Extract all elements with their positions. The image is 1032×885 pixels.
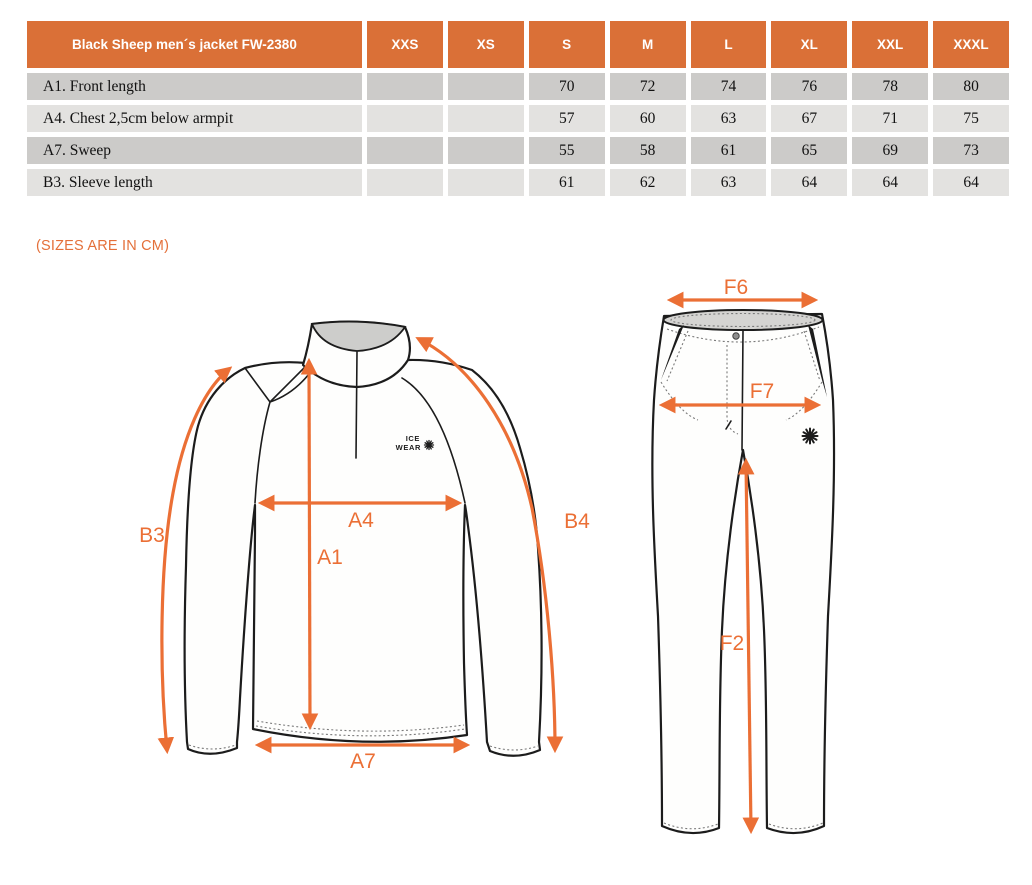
cell: 64 <box>852 169 929 196</box>
table-row: B3. Sleeve length 61 62 63 64 64 64 <box>27 169 1009 196</box>
pants-pocket-stitch <box>666 330 821 382</box>
jacket-shoulder-seam-left <box>244 365 307 403</box>
jacket-collar-top <box>310 320 407 352</box>
size-table-header-row: Black Sheep men´s jacket FW-2380 XXS XS … <box>27 21 1009 68</box>
col-header-xxl: XXL <box>852 21 929 68</box>
label-f7: F7 <box>750 380 775 403</box>
table-row: A1. Front length 70 72 74 76 78 80 <box>27 73 1009 100</box>
jacket-logo-line2: WEAR <box>396 443 421 452</box>
table-title: Black Sheep men´s jacket FW-2380 <box>27 21 362 68</box>
cell: 80 <box>933 73 1009 100</box>
pants-fly-stitch <box>726 345 739 435</box>
cell: 75 <box>933 105 1009 132</box>
label-a1: A1 <box>317 546 343 569</box>
cell <box>447 137 524 164</box>
cell <box>447 105 524 132</box>
col-header-s: S <box>528 21 605 68</box>
cell: 73 <box>933 137 1009 164</box>
cell: 78 <box>852 73 929 100</box>
jacket-raglan-seam-left <box>254 373 310 504</box>
cell: 74 <box>690 73 767 100</box>
cell: 65 <box>771 137 848 164</box>
cell: 60 <box>609 105 686 132</box>
cell <box>367 137 443 164</box>
pants-body-outline <box>651 312 836 835</box>
row-label: A4. Chest 2,5cm below armpit <box>27 105 362 132</box>
cell: 57 <box>528 105 605 132</box>
cell: 61 <box>528 169 605 196</box>
pants-waistband-stitch <box>666 326 820 343</box>
cell: 63 <box>690 169 767 196</box>
cell: 67 <box>771 105 848 132</box>
cell: 64 <box>771 169 848 196</box>
arrow-f2 <box>737 457 760 835</box>
col-header-xxs: XXS <box>367 21 443 68</box>
label-f6: F6 <box>724 278 749 299</box>
cell: 71 <box>852 105 929 132</box>
col-header-xxxl: XXXL <box>933 21 1009 68</box>
cell: 55 <box>528 137 605 164</box>
cell <box>367 73 443 100</box>
label-a4: A4 <box>348 509 374 532</box>
row-label: B3. Sleeve length <box>27 169 362 196</box>
label-b3: B3 <box>139 524 165 547</box>
jacket-hem-stitch <box>255 720 466 737</box>
cell: 63 <box>690 105 767 132</box>
col-header-xs: XS <box>447 21 524 68</box>
col-header-xl: XL <box>771 21 848 68</box>
arrow-b3 <box>157 366 233 755</box>
label-b4: B4 <box>564 510 590 533</box>
arrow-b4 <box>415 337 564 754</box>
row-label: A7. Sweep <box>27 137 362 164</box>
jacket-logo-line1: ICE <box>406 434 420 443</box>
row-label: A1. Front length <box>27 73 362 100</box>
cell: 70 <box>528 73 605 100</box>
cell: 76 <box>771 73 848 100</box>
cell: 61 <box>690 137 767 164</box>
col-header-m: M <box>609 21 686 68</box>
pants-diagram: F6 F7 F2 <box>651 278 836 835</box>
cell <box>367 169 443 196</box>
col-header-l: L <box>690 21 767 68</box>
sizes-unit-note: (SIZES ARE IN CM) <box>36 238 170 254</box>
table-row: A4. Chest 2,5cm below armpit 57 60 63 67… <box>27 105 1009 132</box>
cell <box>447 73 524 100</box>
pants-hem-stitch <box>663 822 824 830</box>
pants-fly-seam <box>741 330 744 451</box>
pants-logo-snowflake-icon <box>801 427 819 445</box>
table-row: A7. Sweep 55 58 61 65 69 73 <box>27 137 1009 164</box>
size-table: Black Sheep men´s jacket FW-2380 XXS XS … <box>22 16 1014 201</box>
pants-waist-opening <box>662 309 824 331</box>
cell: 64 <box>933 169 1009 196</box>
cell: 69 <box>852 137 929 164</box>
label-f2: F2 <box>720 632 745 655</box>
pants-fly-notch <box>725 420 732 430</box>
cell: 72 <box>609 73 686 100</box>
pants-waist-stitch <box>670 312 816 328</box>
cell: 58 <box>609 137 686 164</box>
pants-button <box>732 332 740 340</box>
cell: 62 <box>609 169 686 196</box>
cell <box>447 169 524 196</box>
jacket-body-outline <box>183 358 543 757</box>
cell <box>367 105 443 132</box>
label-a7: A7 <box>350 750 376 773</box>
jacket-diagram: ICE WEAR B3 B4 A4 A1 A7 <box>139 320 590 773</box>
jacket-zipper <box>355 351 358 459</box>
pants-pocket-trim-right <box>808 325 827 397</box>
arrow-a1 <box>300 357 319 731</box>
